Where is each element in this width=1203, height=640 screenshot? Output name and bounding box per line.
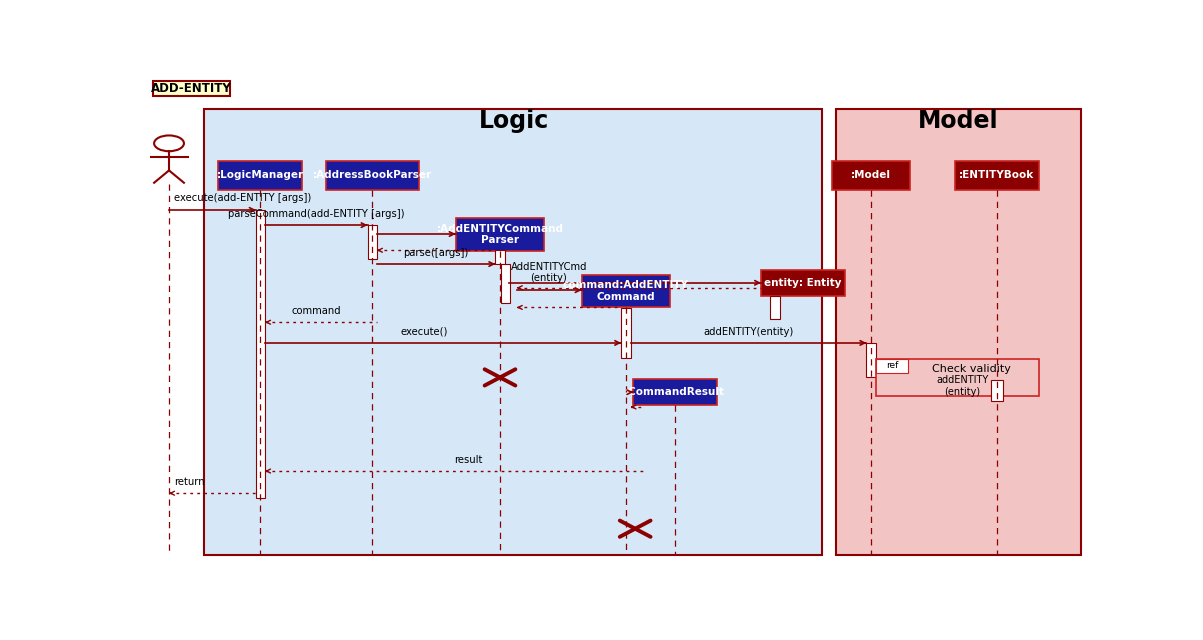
FancyBboxPatch shape [836,109,1080,555]
FancyBboxPatch shape [500,264,510,303]
Text: command:AddENTITY
Command: command:AddENTITY Command [563,280,689,302]
Text: :ENTITYBook: :ENTITYBook [959,170,1035,180]
FancyBboxPatch shape [621,308,630,358]
Text: result: result [454,454,482,465]
FancyBboxPatch shape [581,275,670,307]
Text: execute(add-ENTITY [args]): execute(add-ENTITY [args]) [173,193,310,204]
Text: parse([args]): parse([args]) [403,248,469,258]
Text: addENTITY
(entity): addENTITY (entity) [936,376,989,397]
FancyBboxPatch shape [866,343,876,378]
Text: :LogicManager: :LogicManager [217,170,304,180]
FancyBboxPatch shape [991,380,1002,401]
FancyBboxPatch shape [368,225,377,259]
Text: Model: Model [918,109,998,133]
FancyBboxPatch shape [456,218,544,250]
FancyBboxPatch shape [955,161,1039,190]
Text: AddENTITYCmd
(entity): AddENTITYCmd (entity) [511,262,587,284]
Text: :AddENTITYCommand
Parser: :AddENTITYCommand Parser [437,224,563,245]
FancyBboxPatch shape [203,109,822,555]
Text: :CommandResult: :CommandResult [626,387,725,397]
FancyBboxPatch shape [761,270,845,296]
Text: Check validity: Check validity [932,364,1012,374]
Text: addENTITY(entity): addENTITY(entity) [704,326,794,337]
Text: entity: Entity: entity: Entity [764,278,842,288]
Text: :AddressBookParser: :AddressBookParser [313,170,432,180]
Text: execute(): execute() [401,326,449,337]
Text: command: command [291,306,342,316]
FancyBboxPatch shape [256,210,265,498]
FancyBboxPatch shape [633,380,717,405]
FancyBboxPatch shape [876,359,1039,396]
FancyBboxPatch shape [326,161,419,190]
FancyBboxPatch shape [832,161,909,190]
FancyBboxPatch shape [770,296,780,319]
FancyBboxPatch shape [153,81,230,95]
Text: Logic: Logic [479,109,549,133]
Text: parseCommand(add-ENTITY [args]): parseCommand(add-ENTITY [args]) [229,209,404,219]
FancyBboxPatch shape [496,250,505,264]
Text: ref: ref [885,362,899,371]
Text: ADD-ENTITY: ADD-ENTITY [152,82,232,95]
Text: return: return [173,477,205,487]
FancyBboxPatch shape [876,359,908,372]
Text: :Model: :Model [851,170,891,180]
FancyBboxPatch shape [219,161,302,190]
